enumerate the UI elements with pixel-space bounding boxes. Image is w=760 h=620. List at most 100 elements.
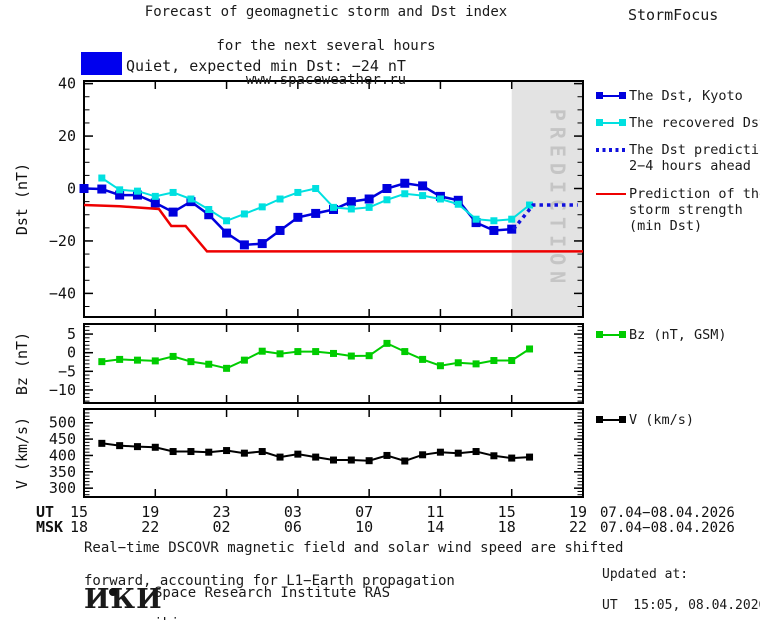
site-url: www.spaceweather.ru	[245, 72, 407, 88]
data-point-marker	[79, 184, 89, 194]
data-point-marker	[258, 203, 266, 211]
institute-name: Space Research Institute RAS	[154, 585, 391, 601]
legend-item-storm-strength: Prediction of the storm strength (min Dst)	[596, 186, 760, 234]
recovered-dst-line-icon	[596, 119, 626, 126]
panel-frame	[83, 80, 584, 318]
data-point-marker	[293, 212, 303, 222]
y-tick-label: 40	[58, 75, 76, 93]
x-tick-label: 03	[284, 503, 302, 521]
legend-item-recovered-dst: The recovered Dst	[596, 115, 760, 131]
data-point-marker	[222, 228, 232, 238]
data-point-marker	[472, 215, 480, 223]
data-point-marker	[508, 357, 516, 365]
legend-item-dst-prediction: The Dst prediction2−4 hours ahead	[596, 142, 760, 174]
x-axis-prefix: MSK	[36, 518, 63, 536]
x-tick-label: 19	[569, 503, 587, 521]
updated-label: Updated at:	[602, 567, 689, 582]
data-point-marker	[133, 356, 141, 364]
data-point-marker	[169, 188, 177, 196]
data-point-marker	[436, 362, 444, 370]
data-point-marker	[223, 364, 231, 372]
y-axis-title: V (km/s)	[13, 417, 31, 489]
legend-label: V (km/s)	[629, 412, 695, 428]
x-tick-label: 14	[426, 518, 444, 536]
data-point-marker	[205, 205, 213, 213]
data-point-marker	[97, 184, 107, 194]
data-point-marker	[312, 348, 320, 356]
data-point-marker	[150, 198, 160, 208]
data-point-marker	[330, 203, 337, 211]
data-point-marker	[187, 358, 195, 366]
data-point-marker	[240, 356, 248, 364]
data-point-marker	[151, 357, 159, 365]
data-point-marker	[383, 339, 391, 347]
v-line-icon	[596, 416, 626, 423]
data-point-marker	[276, 195, 284, 203]
data-point-marker	[383, 196, 391, 204]
y-tick-label: 0	[67, 344, 76, 362]
data-point-marker	[436, 448, 444, 456]
panel-frame	[83, 408, 584, 498]
y-tick-label: 450	[49, 430, 76, 448]
data-point-marker	[169, 352, 177, 360]
data-point-marker	[223, 217, 231, 225]
x-tick-label: 23	[213, 503, 231, 521]
data-point-marker	[276, 350, 284, 358]
data-point-marker	[240, 449, 248, 457]
data-point-marker	[98, 439, 106, 447]
brand-stormfocus: StormFocus	[628, 6, 719, 24]
data-point-marker	[401, 457, 409, 465]
data-point-marker	[418, 181, 428, 191]
data-point-marker	[311, 208, 321, 218]
data-point-marker	[205, 448, 213, 456]
data-point-marker	[419, 192, 427, 200]
x-axis-prefix: UT	[36, 503, 54, 521]
storm-level-swatch	[81, 52, 122, 75]
page-title: Forecast of geomagnetic storm and Dst in…	[0, 4, 652, 89]
legend-label: The recovered Dst	[629, 115, 760, 131]
updated-ut: UT 15:05, 08.04.2026	[602, 598, 760, 613]
updated-at-block: Updated at: UT 15:05, 08.04.2026 MSK 18:…	[602, 567, 760, 620]
data-point-marker	[116, 355, 124, 363]
data-point-marker	[115, 190, 125, 200]
data-point-marker	[383, 451, 391, 459]
x-tick-label: 02	[213, 518, 231, 536]
data-point-marker	[453, 195, 463, 205]
legend-item-dst-kyoto: The Dst, Kyoto	[596, 88, 743, 104]
data-point-marker	[472, 360, 480, 368]
data-point-marker	[419, 451, 427, 459]
data-point-marker	[365, 352, 373, 360]
x-tick-label: 19	[141, 503, 159, 521]
x-tick-label: 11	[426, 503, 444, 521]
data-point-marker	[454, 359, 462, 367]
data-point-marker	[312, 453, 320, 461]
prediction-watermark: PREDICTION	[545, 109, 569, 289]
data-point-marker	[257, 239, 267, 249]
data-point-marker	[116, 442, 124, 450]
data-point-marker	[490, 452, 498, 460]
x-tick-label: 10	[355, 518, 373, 536]
x-tick-label: 18	[498, 518, 516, 536]
data-point-marker	[526, 345, 534, 353]
data-point-marker	[401, 348, 409, 356]
y-tick-label: −10	[49, 381, 76, 399]
data-point-marker	[508, 454, 516, 462]
y-axis-title: Dst (nT)	[13, 163, 31, 235]
data-point-marker	[508, 215, 516, 223]
y-tick-label: 20	[58, 127, 76, 145]
data-point-marker	[98, 174, 106, 182]
title-line2: for the next several hours	[216, 38, 436, 54]
iki-logo: ИКИ	[84, 584, 163, 615]
y-tick-label: −40	[49, 284, 76, 302]
x-tick-label: 22	[141, 518, 159, 536]
legend-item-bz: Bz (nT, GSM)	[596, 327, 727, 343]
data-point-marker	[132, 190, 142, 200]
data-point-marker	[276, 453, 284, 461]
bz-line-icon	[596, 331, 626, 338]
data-point-marker	[526, 453, 534, 461]
data-point-marker	[382, 184, 392, 194]
date-range-label: 07.04−08.04.2026	[600, 520, 735, 536]
dotted-line-icon	[596, 146, 626, 153]
